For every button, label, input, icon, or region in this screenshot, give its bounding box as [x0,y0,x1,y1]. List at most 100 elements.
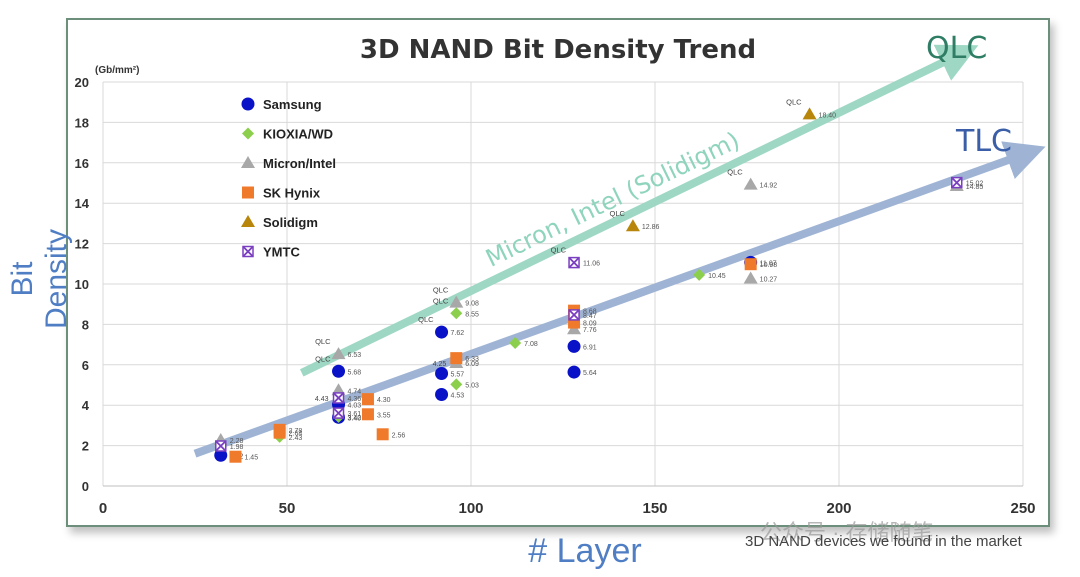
data-label-solidigm: 12.86 [642,224,660,231]
point-solidigm [802,107,817,120]
x-tick-label: 250 [1010,500,1035,517]
legend-marker-kioxia-wd [242,127,254,140]
legend-marker-sk-hynix [242,186,254,199]
y-tick-label: 2 [82,439,89,454]
data-label-sk-hynix: 8.09 [583,321,597,328]
point-micron-intel [331,347,346,360]
y-tick-label: 8 [82,317,89,332]
trend-arrow-qlc [299,44,979,377]
data-label-ymtc: 11.06 [583,261,600,268]
legend-label-ymtc: YMTC [263,245,300,260]
data-label-sk-hynix: 1.45 [244,455,258,462]
data-label-ymtc: 4.36 [348,396,362,403]
legend-marker-samsung [241,97,255,111]
point-solidigm [625,219,640,232]
y-tick-label: 12 [75,237,89,252]
annotation-label: QLC [727,168,743,177]
data-label-micron-intel: 6.53 [348,352,362,359]
point-samsung [435,325,449,339]
point-ymtc [568,256,580,269]
legend-label-micron-intel: Micron/Intel [263,156,336,171]
point-samsung [435,387,449,401]
data-label-sk-hynix: 4.30 [377,397,391,404]
annotation-label: QLC [609,209,625,218]
legend-label-sk-hynix: SK Hynix [263,186,321,201]
data-label-kioxia-wd: 5.03 [465,382,479,389]
trend-label-qlc: QLC [926,31,987,66]
y-tick-label: 14 [75,196,90,211]
data-label-samsung: 5.64 [583,370,597,377]
legend-marker-micron-intel [241,156,255,168]
x-tick-label: 50 [279,500,296,517]
point-kioxia-wd [509,336,522,349]
chart-frame: 0 50 100 150 200 250 0 2 4 6 8 10 12 14 16 18 20 (Gb/mm²)… [66,18,1050,527]
watermark: 公众号 · 存储随笔 [760,520,934,545]
legend-marker-solidigm [241,215,255,227]
legend-label-samsung: Samsung [263,97,322,112]
point-kioxia-wd [693,268,706,281]
data-label-micron-intel: 7.76 [583,327,597,334]
y-tick-label: 0 [82,479,89,494]
y-tick-label: 10 [75,277,89,292]
data-label-micron-intel: 2.28 [230,438,244,445]
annotation-label: QLC [786,97,802,106]
y-tick-label: 16 [75,156,89,171]
annotation-label: QLC [315,354,331,363]
annotation-label: QLC [551,246,567,255]
point-ymtc [332,407,345,419]
y-unit-label: (Gb/mm²) [95,65,139,76]
data-label-samsung: 3.40 [348,415,362,422]
point-sk-hynix [376,428,389,441]
trend-label-tlc: TLC [955,124,1012,159]
point-ymtc [951,176,963,189]
x-tick-label: 100 [458,500,483,517]
point-kioxia-wd [450,307,463,320]
legend-label-solidigm: Solidigm [263,215,318,230]
chart-title: 3D NAND Bit Density Trend [360,35,756,65]
data-label-micron-intel: 6.09 [465,361,479,368]
data-label-micron-intel: 14.85 [966,184,984,191]
point-ymtc [332,392,345,404]
data-label-kioxia-wd: 7.08 [524,341,538,348]
data-label-ymtc: 3.61 [348,411,362,418]
x-tick-label: 0 [99,500,107,517]
data-label-samsung: 7.62 [451,330,465,337]
footnote: 3D NAND devices we found in the market [745,533,1022,550]
data-label-micron-intel: 14.92 [760,183,778,190]
point-samsung [435,366,449,380]
data-label-solidigm: 18.40 [819,112,837,119]
point-kioxia-wd [450,378,463,391]
legend-marker-ymtc [242,245,254,258]
data-label-micron-intel: 9.08 [465,301,479,308]
legend-label-kioxia-wd: KIOXIA/WD [263,127,333,142]
annotation-label: 4.43 [315,396,329,403]
trend-line-text: Micron, Intel (Solidigm) [481,126,744,272]
point-sk-hynix [361,408,374,421]
y-tick-label: 18 [75,115,89,130]
point-ymtc [568,309,580,321]
point-samsung [567,339,581,353]
data-label-sk-hynix: 2.56 [392,432,406,439]
data-label-ymtc: 15.02 [966,181,984,188]
point-samsung [332,364,346,378]
point-sk-hynix [229,450,242,463]
x-tick-label: 150 [642,500,667,517]
point-sk-hynix [361,393,374,406]
data-label-samsung: 11.07 [760,260,777,267]
y-tick-label: 20 [75,75,89,90]
density-chart: 0 50 100 150 200 250 0 2 4 6 8 10 12 14 16 18 20 (Gb/mm²)… [75,31,1046,517]
data-label-kioxia-wd: 3.42 [348,415,362,422]
data-label-sk-hynix: 2.78 [289,428,303,435]
point-sk-hynix [744,258,757,271]
data-label-ymtc: 8.47 [583,313,597,320]
data-label-kioxia-wd: 10.45 [708,273,726,280]
data-label-samsung: 4.53 [451,392,465,399]
point-sk-hynix [273,423,286,436]
data-label-samsung: 5.57 [451,371,465,378]
y-tick-label: 6 [82,358,89,373]
point-sk-hynix [450,352,463,365]
data-label-sk-hynix: 10.98 [760,262,778,269]
data-label-sk-hynix: 2.64 [289,431,303,438]
point-micron-intel [449,295,464,308]
annotation-label: QLC [315,337,331,346]
